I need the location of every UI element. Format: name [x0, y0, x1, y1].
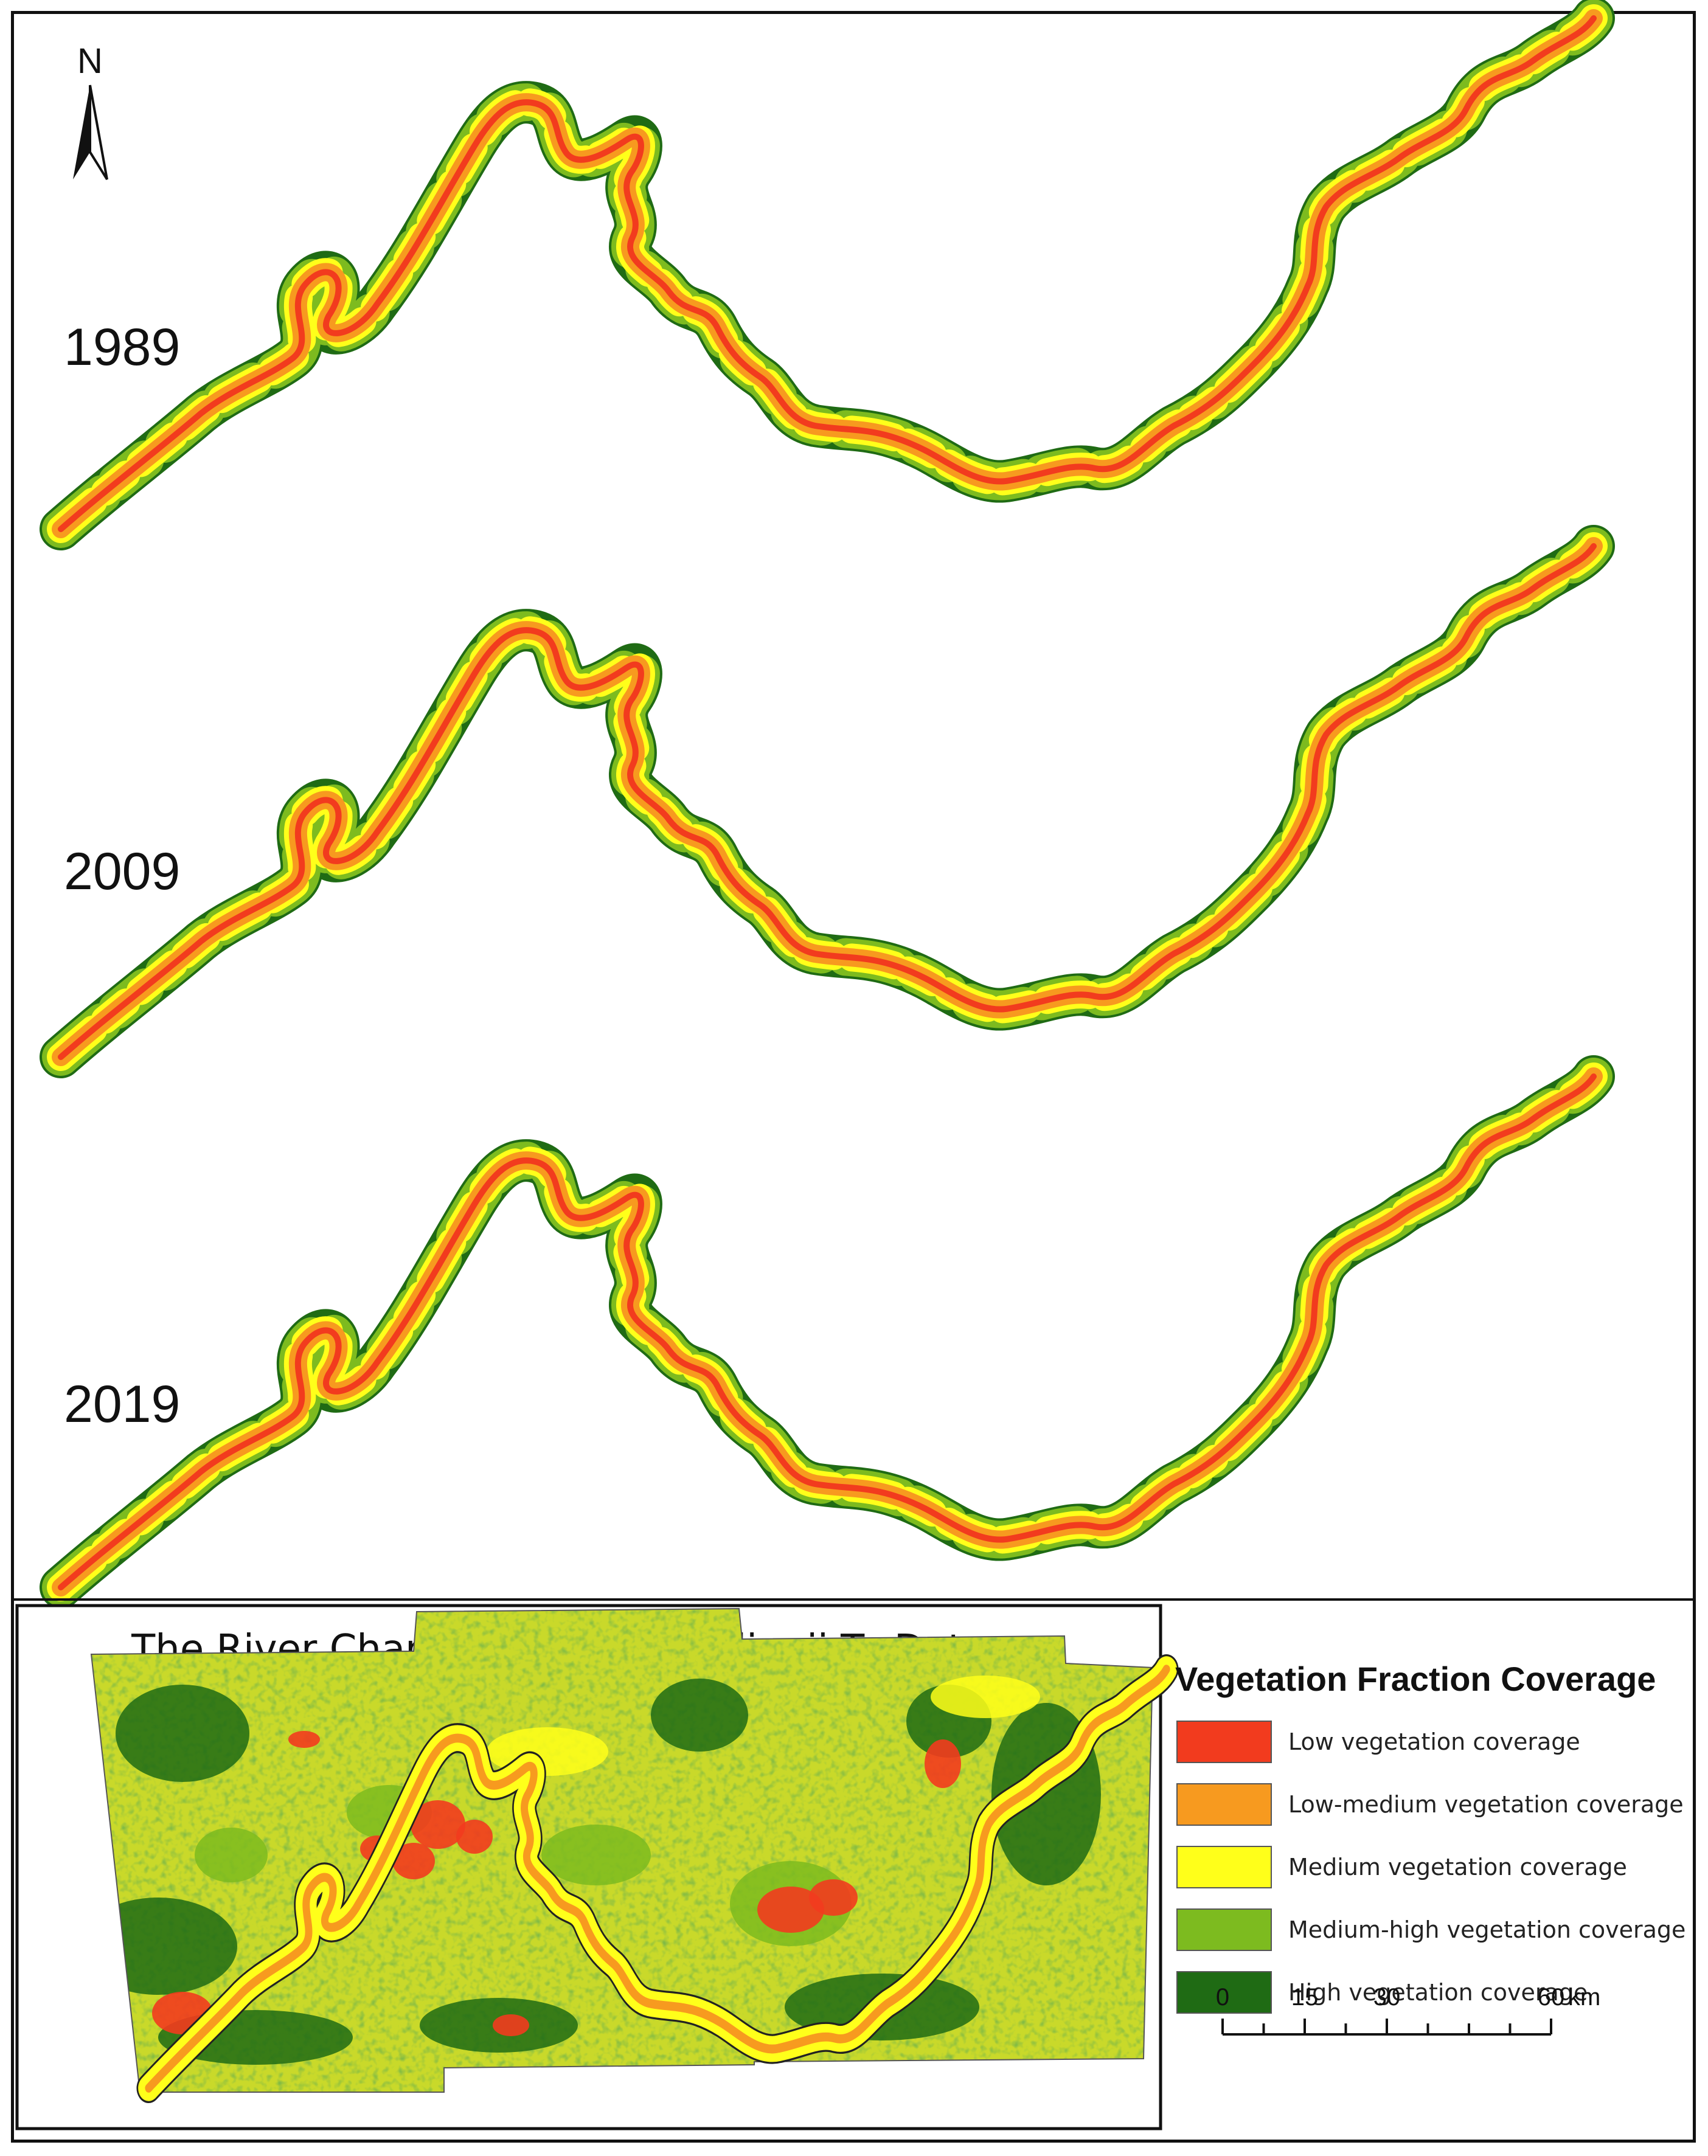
inset-low-patch: [925, 1739, 961, 1788]
scale-tick-label: 30: [1373, 1984, 1401, 2011]
inset-low-patch: [809, 1879, 858, 1916]
legend-label: High vegetation coverage: [1288, 1979, 1588, 2006]
inset-low-patch: [757, 1887, 824, 1933]
legend-label: Low-medium vegetation coverage: [1288, 1791, 1684, 1818]
legend-swatch: [1176, 1908, 1272, 1951]
inset-patch: [116, 1685, 249, 1782]
year-label-2009: 2009: [64, 842, 180, 901]
north-letter: N: [77, 41, 103, 81]
legend-label: Medium-high vegetation coverage: [1288, 1916, 1685, 1943]
year-label-1989: 1989: [64, 318, 180, 376]
inset-river-channel: [136, 1654, 1179, 2103]
inset-low-patch: [288, 1731, 320, 1748]
inset-map: The River Channel From Chenglingji To Da…: [15, 1604, 1179, 2130]
ribbon-low: [58, 1073, 1597, 1590]
river-panel-1989: 1989: [40, 0, 1615, 550]
inset-low-patch: [456, 1820, 493, 1854]
ribbon-medium-high: [42, 1058, 1613, 1606]
legend-swatch: [1176, 1721, 1272, 1763]
legend: Vegetation Fraction Coverage Low vegetat…: [1175, 1660, 1685, 2014]
north-arrow-left-icon: [73, 85, 90, 179]
north-arrow: N: [73, 41, 108, 181]
inset-low-patch: [392, 1843, 435, 1879]
inset-patch: [195, 1828, 268, 1882]
inset-patch: [931, 1676, 1040, 1718]
river-panel-2019: 2019: [40, 1055, 1615, 1609]
ribbon-low: [58, 15, 1597, 532]
scale-tick-label: 0: [1216, 1984, 1229, 2011]
inset-patch: [541, 1825, 651, 1885]
inset-low-patch: [411, 1800, 465, 1849]
channel-core: [145, 1665, 1170, 2093]
river-ribbon: [40, 1055, 1615, 1609]
scale-tick-label: 60: [1538, 1984, 1565, 2011]
scale-bar: 0 15 30 60 km: [1216, 1984, 1600, 2036]
year-label-2019: 2019: [64, 1375, 180, 1433]
ribbon-low: [58, 543, 1597, 1060]
scale-unit: km: [1568, 1984, 1600, 2011]
north-arrow-right-icon: [89, 85, 108, 181]
river-ribbon: [40, 0, 1615, 550]
river-ribbon: [40, 525, 1615, 1078]
scale-tick-label: 15: [1291, 1984, 1319, 2011]
inset-channel-group: [136, 1654, 1179, 2103]
legend-title: Vegetation Fraction Coverage: [1175, 1660, 1656, 1698]
inset-patch: [651, 1679, 748, 1752]
river-panel-2009: 2009: [40, 525, 1615, 1078]
legend-swatch: [1176, 1971, 1272, 2014]
ribbon-medium-high: [42, 0, 1613, 548]
ribbon-medium-high: [42, 527, 1613, 1076]
inset-low-patch: [493, 2014, 529, 2036]
inset-image: [91, 1609, 1153, 2092]
legend-swatch: [1176, 1783, 1272, 1826]
legend-label: Medium vegetation coverage: [1288, 1854, 1627, 1880]
legend-label: Low vegetation coverage: [1288, 1728, 1580, 1755]
legend-swatch: [1176, 1846, 1272, 1888]
